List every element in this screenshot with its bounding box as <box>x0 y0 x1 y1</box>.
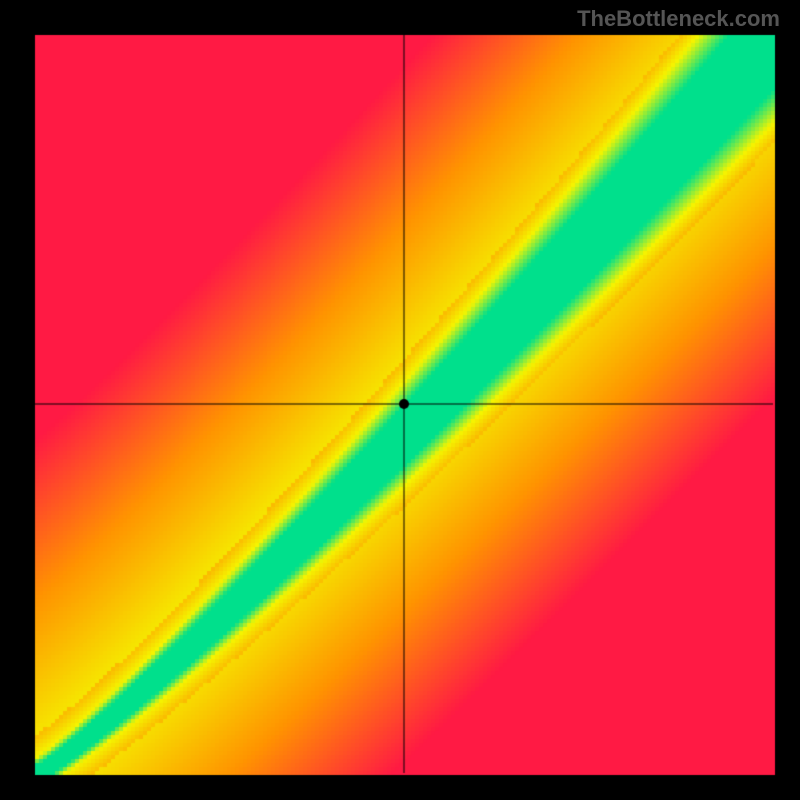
heatmap-canvas <box>0 0 800 800</box>
watermark-text: TheBottleneck.com <box>577 6 780 32</box>
chart-container: TheBottleneck.com <box>0 0 800 800</box>
